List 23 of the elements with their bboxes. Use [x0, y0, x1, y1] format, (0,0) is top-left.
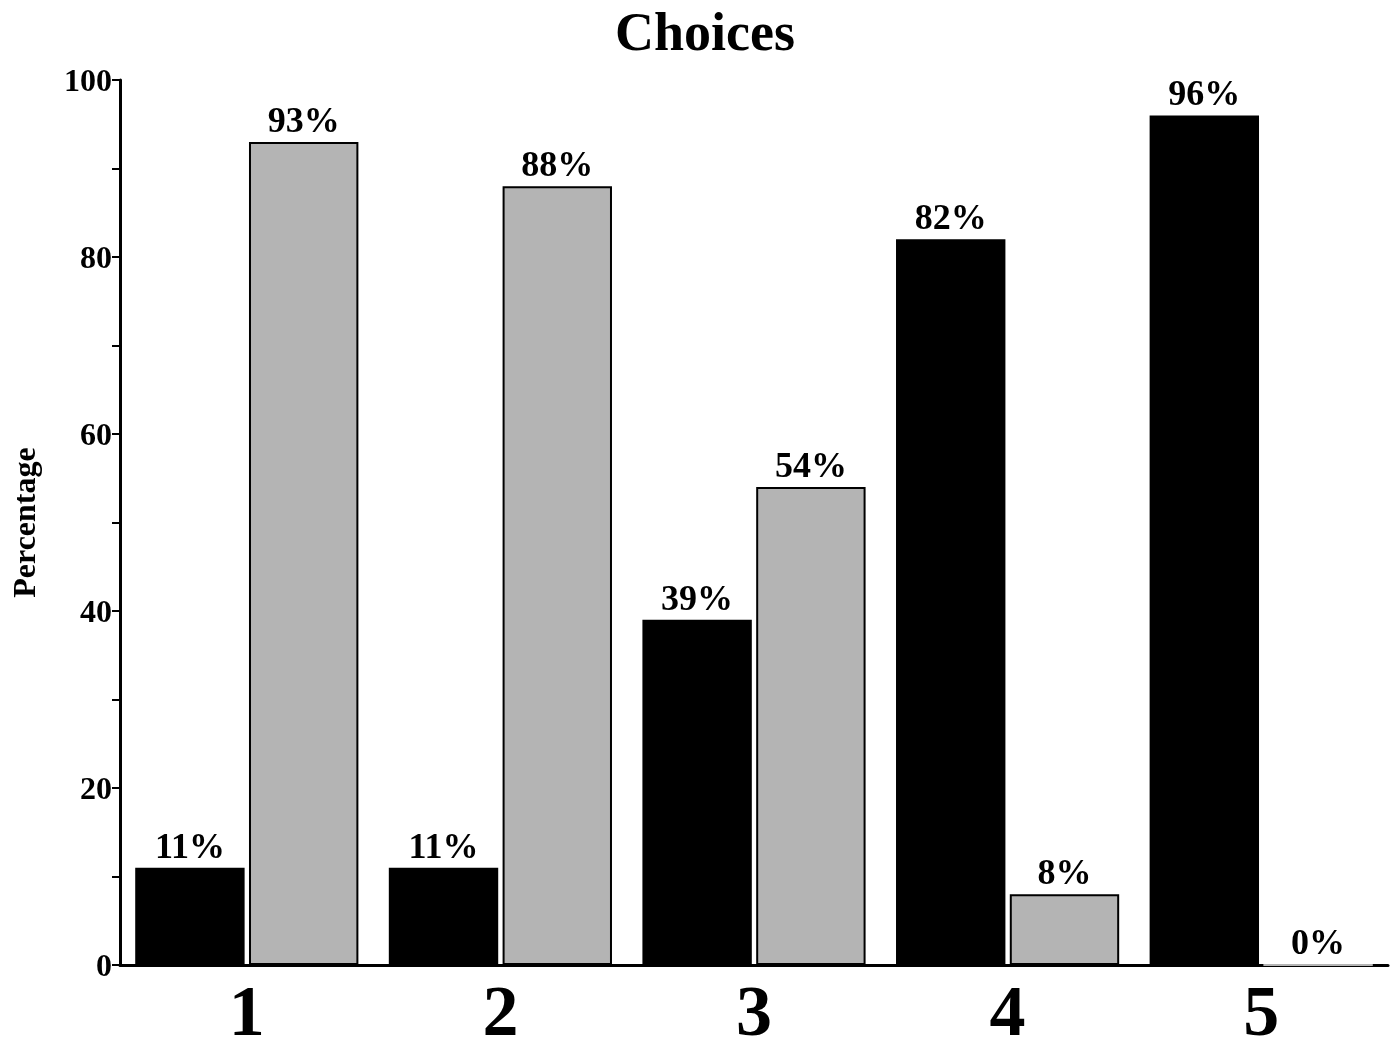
x-tick-label: 1: [228, 971, 265, 1051]
y-tick-label: 100: [64, 62, 112, 98]
y-tick-label: 0: [96, 947, 112, 983]
y-axis-title: Percentage: [6, 447, 42, 598]
x-tick-label: 3: [736, 971, 772, 1051]
y-tick-label: 60: [80, 416, 112, 452]
data-label: 82%: [914, 197, 987, 238]
x-tick-label: 4: [989, 971, 1026, 1051]
y-tick-label: 40: [80, 593, 112, 629]
data-label: 0%: [1291, 922, 1346, 962]
data-label: 8%: [1037, 852, 1092, 893]
data-label: 93%: [267, 99, 340, 140]
data-label: 54%: [774, 445, 847, 486]
x-tick-label: 5: [1243, 971, 1280, 1051]
data-label: 96%: [1168, 73, 1241, 114]
y-tick-label: 20: [80, 770, 112, 806]
data-label: 11%: [154, 825, 225, 866]
data-label: 11%: [408, 825, 479, 866]
x-tick-label: 2: [482, 971, 519, 1051]
chart-title: Choices: [615, 2, 795, 62]
data-label: 39%: [661, 577, 734, 618]
data-label: 88%: [521, 144, 594, 185]
y-tick-label: 80: [80, 239, 112, 275]
